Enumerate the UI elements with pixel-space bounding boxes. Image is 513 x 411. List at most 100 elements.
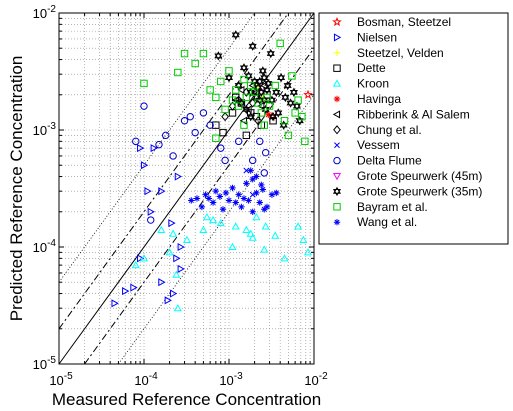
- hexagram-part: [258, 66, 267, 74]
- data-point: [174, 68, 182, 77]
- data-point: [263, 203, 271, 211]
- data-point: [242, 225, 251, 233]
- hexagram-part: [292, 103, 301, 111]
- hexagram-part: [261, 104, 270, 112]
- data-point: [217, 77, 225, 86]
- data-point: [180, 49, 189, 58]
- axis-ticks: [58, 12, 315, 365]
- data-point: [205, 195, 213, 202]
- data-point: [249, 208, 256, 215]
- x-axis-label: Measured Reference Concentration: [52, 390, 321, 409]
- data-point: [219, 206, 227, 213]
- hexagram-part: [262, 85, 272, 93]
- data-point: [261, 222, 270, 230]
- data-point: [228, 101, 237, 111]
- hexagram-part: [224, 73, 234, 81]
- data-point: [137, 254, 145, 263]
- data-point: [294, 222, 303, 230]
- hexagram-part: [289, 87, 298, 95]
- hexagram-part: [272, 87, 281, 95]
- data-point: [258, 66, 267, 76]
- hexagram-part: [266, 51, 275, 59]
- data-point: [294, 96, 302, 104]
- data-point: [212, 134, 220, 142]
- data-point: [242, 131, 251, 140]
- legend-label: Grote Speurwerk (35m): [357, 184, 482, 198]
- data-point: [168, 219, 176, 228]
- data-point: [161, 131, 170, 140]
- data-point: [202, 212, 211, 221]
- data-point: [257, 87, 266, 97]
- data-point: [238, 203, 245, 211]
- data-point: [199, 49, 208, 58]
- legend-item: Vessem: [334, 138, 400, 152]
- data-point: [265, 102, 274, 110]
- data-point: [260, 72, 269, 83]
- hexagram-part: [269, 111, 278, 120]
- data-point: [131, 260, 140, 269]
- data-point: [248, 156, 257, 165]
- series-havinga: [265, 111, 272, 118]
- legend-marker: [332, 16, 342, 27]
- data-point: [219, 128, 227, 137]
- data-point: [224, 73, 234, 83]
- data-point: [202, 191, 209, 198]
- data-point: [246, 81, 255, 90]
- data-point: [172, 270, 181, 278]
- data-point: [299, 235, 308, 243]
- data-point: [235, 191, 242, 198]
- data-point: [269, 117, 277, 125]
- data-point: [177, 242, 185, 252]
- legend-marker: [333, 95, 341, 103]
- data-point: [228, 96, 237, 104]
- hexagram-part: [237, 100, 246, 108]
- legend-item: Delta Flume: [333, 154, 422, 168]
- legend-label: Havinga: [357, 92, 401, 106]
- data-point: [209, 199, 217, 206]
- legend-label: Nielsen: [357, 30, 397, 44]
- hexagram-part: [255, 76, 264, 84]
- data-point: [243, 167, 250, 174]
- series-bayram-et-al: [140, 39, 309, 146]
- hexagram-part: [283, 80, 292, 88]
- hexagram-part: [250, 76, 259, 84]
- legend-item: Dette: [333, 61, 386, 75]
- data-point: [268, 191, 276, 198]
- hexagram-part: [289, 89, 298, 97]
- data-point: [147, 216, 155, 224]
- data-point: [186, 112, 194, 121]
- data-point: [243, 180, 250, 187]
- hexagram-part: [239, 65, 249, 73]
- hexagram-part: [272, 89, 281, 97]
- data-point: [164, 296, 172, 305]
- data-point: [111, 299, 119, 308]
- data-point: [188, 197, 195, 204]
- legend-marker: [333, 125, 341, 135]
- legend-item: Nielsen: [333, 30, 397, 44]
- series-delta-flume: [132, 102, 270, 224]
- data-point: [301, 137, 309, 146]
- data-point: [206, 86, 214, 94]
- legend-marker: [333, 203, 341, 211]
- data-point: [283, 80, 292, 91]
- legend-item: Chung et al.: [333, 123, 422, 137]
- legend-marker: [332, 110, 341, 119]
- legend-marker: [333, 156, 341, 165]
- data-point: [222, 189, 230, 197]
- data-point: [273, 189, 280, 197]
- data-point: [232, 86, 240, 94]
- hexagram-part: [239, 63, 249, 71]
- x-tick-label: 10-4: [134, 371, 158, 388]
- legend-marker: [334, 142, 340, 149]
- data-point: [122, 287, 130, 296]
- legend-item: Bayram et al.: [333, 200, 428, 214]
- hexagram-part: [257, 89, 266, 97]
- y-tick-label: 10-5: [33, 355, 57, 372]
- hexagram-part: [260, 72, 269, 81]
- hexagram-part: [274, 110, 283, 118]
- data-point: [216, 218, 225, 227]
- hexagram-part: [246, 89, 255, 97]
- hexagram-part: [248, 43, 257, 51]
- legend-label: Grote Speurwerk (45m): [357, 169, 482, 183]
